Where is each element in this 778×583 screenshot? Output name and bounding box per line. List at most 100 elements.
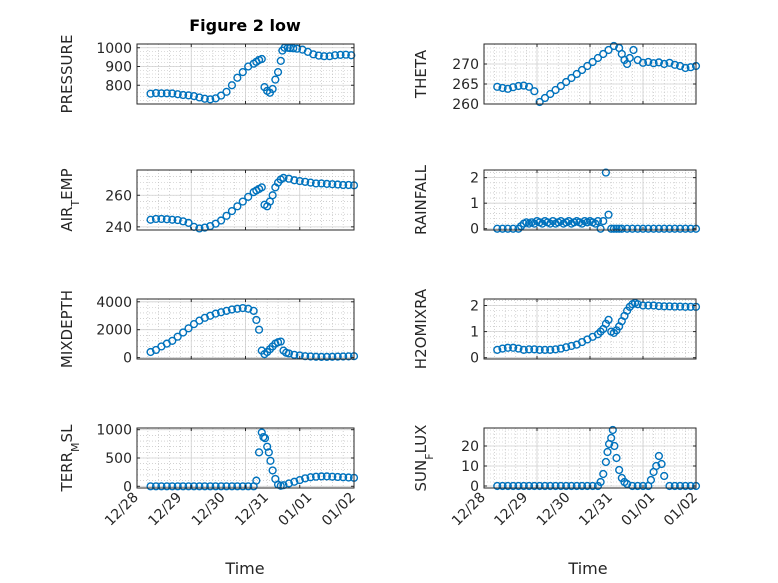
data-point bbox=[238, 68, 247, 77]
data-point bbox=[535, 345, 544, 354]
data-point bbox=[206, 95, 215, 104]
y-tick-label: 270 bbox=[452, 57, 479, 73]
data-point bbox=[681, 224, 690, 233]
data-point bbox=[493, 345, 502, 354]
y-axis-label: THETA bbox=[412, 49, 430, 99]
data-point bbox=[567, 481, 576, 491]
data-point bbox=[333, 180, 342, 189]
data-point bbox=[509, 224, 518, 233]
data-point bbox=[254, 325, 264, 334]
data-point bbox=[601, 457, 611, 467]
data-point bbox=[530, 87, 539, 96]
data-point bbox=[638, 58, 648, 67]
y-tick-label: 0 bbox=[470, 222, 479, 238]
data-point bbox=[562, 77, 571, 87]
data-point bbox=[290, 350, 299, 359]
data-point bbox=[344, 352, 353, 361]
data-point bbox=[233, 304, 242, 313]
y-axis-label: H2OMIXRA bbox=[412, 288, 430, 369]
data-point bbox=[151, 482, 161, 491]
y-axis-label: PRESSURE bbox=[58, 35, 76, 114]
subplot-h2omixra: 0 1 2 H2OMIXRA bbox=[412, 288, 701, 369]
data-point bbox=[341, 50, 350, 59]
y-tick-label: 2 bbox=[470, 171, 479, 187]
data-point bbox=[179, 482, 188, 491]
data-point bbox=[665, 224, 674, 233]
data-point bbox=[524, 481, 534, 491]
data-point bbox=[273, 68, 283, 77]
data-point bbox=[498, 83, 507, 93]
data-point bbox=[530, 345, 539, 354]
data-point bbox=[289, 44, 298, 53]
data-point bbox=[279, 481, 288, 490]
data-point bbox=[638, 224, 648, 233]
data-point bbox=[572, 69, 581, 79]
data-point bbox=[311, 472, 321, 481]
x-tick-label: 12/29 bbox=[491, 490, 531, 530]
data-point bbox=[162, 482, 171, 491]
data-point bbox=[596, 477, 605, 487]
data-point bbox=[599, 49, 608, 59]
data-point bbox=[686, 63, 695, 72]
data-point bbox=[644, 57, 653, 67]
data-point bbox=[322, 179, 331, 188]
x-tick-label: 12/28 bbox=[102, 490, 142, 530]
data-point bbox=[644, 301, 653, 310]
data-point bbox=[252, 315, 261, 325]
data-point bbox=[654, 58, 664, 67]
data-point bbox=[227, 206, 237, 216]
data-point bbox=[168, 482, 177, 491]
x-tick-label: 12/29 bbox=[145, 490, 185, 530]
data-point bbox=[157, 482, 166, 491]
data-point bbox=[157, 89, 166, 98]
data-point bbox=[146, 482, 155, 491]
data-point bbox=[233, 482, 242, 491]
data-point bbox=[652, 461, 661, 471]
data-point bbox=[675, 481, 685, 491]
data-point bbox=[593, 53, 603, 63]
data-point bbox=[295, 475, 304, 485]
data-point bbox=[333, 472, 342, 482]
x-tick-label: 12/31 bbox=[576, 490, 616, 530]
data-point bbox=[268, 466, 277, 475]
data-point bbox=[556, 81, 565, 91]
y-tick-label: 0 bbox=[470, 351, 479, 367]
data-point bbox=[320, 52, 329, 61]
data-point bbox=[660, 471, 669, 481]
data-point bbox=[675, 61, 685, 71]
data-point bbox=[317, 179, 326, 188]
data-point bbox=[540, 93, 550, 103]
data-point bbox=[276, 56, 285, 65]
y-tick-label: 2000 bbox=[96, 323, 132, 339]
data-point bbox=[184, 218, 193, 227]
data-point bbox=[551, 85, 560, 95]
data-point bbox=[657, 459, 666, 469]
data-point bbox=[233, 202, 242, 211]
data-point bbox=[168, 89, 177, 98]
data-point bbox=[649, 59, 658, 68]
data-point bbox=[314, 51, 323, 60]
data-point bbox=[628, 481, 637, 491]
y-tick-label: 2 bbox=[470, 299, 479, 315]
y-tick-label: 240 bbox=[105, 220, 132, 236]
data-point bbox=[509, 83, 518, 92]
data-point bbox=[546, 345, 555, 354]
data-point bbox=[503, 84, 512, 93]
data-point bbox=[344, 180, 353, 190]
data-point bbox=[347, 51, 356, 60]
y-tick-label: 1000 bbox=[96, 423, 132, 439]
data-point bbox=[200, 482, 209, 491]
data-point bbox=[179, 90, 188, 100]
data-point bbox=[649, 224, 658, 233]
data-point bbox=[249, 306, 258, 315]
data-point bbox=[301, 474, 310, 483]
data-point bbox=[551, 345, 560, 354]
data-point bbox=[622, 224, 632, 233]
data-point bbox=[577, 481, 587, 491]
data-point bbox=[670, 302, 679, 311]
data-point bbox=[509, 481, 518, 491]
data-point bbox=[503, 481, 512, 491]
data-point bbox=[290, 176, 299, 185]
data-point bbox=[222, 87, 231, 96]
